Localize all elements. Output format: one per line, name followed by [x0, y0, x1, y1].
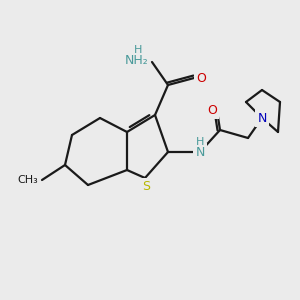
Text: H: H — [196, 137, 204, 147]
Text: N: N — [195, 146, 205, 158]
Text: NH₂: NH₂ — [124, 55, 148, 68]
Text: O: O — [196, 71, 206, 85]
Text: S: S — [142, 181, 150, 194]
Text: O: O — [207, 103, 217, 116]
Text: N: N — [257, 112, 267, 124]
Text: CH₃: CH₃ — [17, 175, 38, 185]
Text: H: H — [134, 45, 142, 55]
